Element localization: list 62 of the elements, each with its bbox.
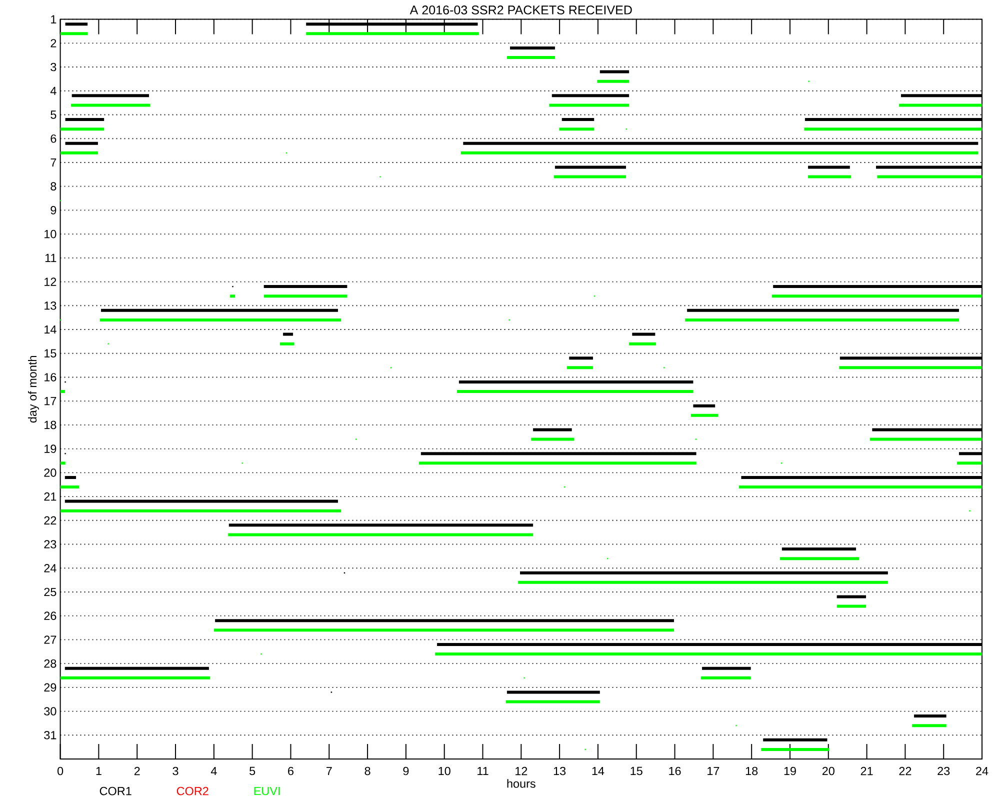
x-tick-label: 1 [96,766,102,776]
x-tick-label: 24 [976,766,988,776]
y-tick-label: 20 [44,468,56,477]
x-tick-label: 17 [708,766,720,776]
x-tick-label: 14 [592,766,604,776]
legend-label: COR2 [176,786,208,796]
x-tick-label: 8 [364,766,370,776]
y-tick-label: 10 [44,230,56,238]
y-tick-label: 21 [44,492,56,501]
y-tick-label: 23 [44,540,56,548]
y-tick-label: 30 [44,707,56,716]
y-tick-label: 25 [44,588,56,596]
y-tick-label: 27 [44,636,56,644]
x-tick-label: 6 [288,766,294,776]
y-tick-label: 3 [50,62,56,72]
x-tick-label: 11 [478,766,488,776]
x-tick-label: 3 [172,766,178,776]
y-tick-label: 15 [44,349,56,358]
text: EUVI [254,786,280,796]
y-tick-label: 12 [44,278,56,286]
y-tick-label: 8 [50,182,56,190]
x-tick-label: 16 [669,766,681,776]
x-tick-label: 0 [57,766,64,776]
x-tick-label: 19 [784,766,796,776]
x-tick-label: 9 [403,766,409,776]
y-tick-label: 4 [50,86,56,95]
chart-title: A 2016-03 SSR2 PACKETS RECEIVED [410,6,632,14]
y-tick-label: 19 [44,444,56,453]
y-tick-label: 28 [44,659,56,668]
x-tick-label: 13 [554,766,566,776]
y-tick-label: 22 [44,516,56,524]
y-tick-label: 7 [50,158,56,167]
y-tick-label: 1 [51,15,56,24]
y-tick-label: 2 [50,39,56,48]
text: COR1 [100,786,132,796]
x-tick-label: 5 [250,766,256,776]
x-tick-label: 23 [938,766,950,776]
x-tick-label: 10 [438,766,450,776]
x-tick-label: 18 [746,766,758,776]
x-axis-title: hours [507,779,536,788]
y-tick-label: 24 [44,564,56,572]
y-tick-label: 18 [44,420,56,430]
y-tick-label: 26 [44,612,56,620]
x-tick-label: 15 [630,766,642,776]
y-tick-label: 6 [50,134,56,143]
x-tick-label: 4 [210,766,217,776]
y-tick-label: 11 [45,254,56,262]
x-tick-label: 22 [899,766,912,776]
y-tick-label: 9 [50,206,56,214]
x-tick-label: 20 [822,766,834,776]
y-axis-title: day of month [28,356,39,423]
x-tick-label: 7 [326,766,332,776]
x-tick-label: 12 [516,766,528,776]
x-tick-label: 21 [860,766,873,776]
y-tick-label: 5 [50,110,56,119]
y-tick-label: 14 [44,325,56,334]
y-tick-label: 17 [44,397,56,406]
x-tick-label: 2 [134,766,140,776]
y-tick-label: 31 [44,730,56,740]
y-tick-label: 29 [44,683,56,692]
y-tick-label: 16 [44,373,56,382]
y-tick-label: 13 [44,301,56,310]
